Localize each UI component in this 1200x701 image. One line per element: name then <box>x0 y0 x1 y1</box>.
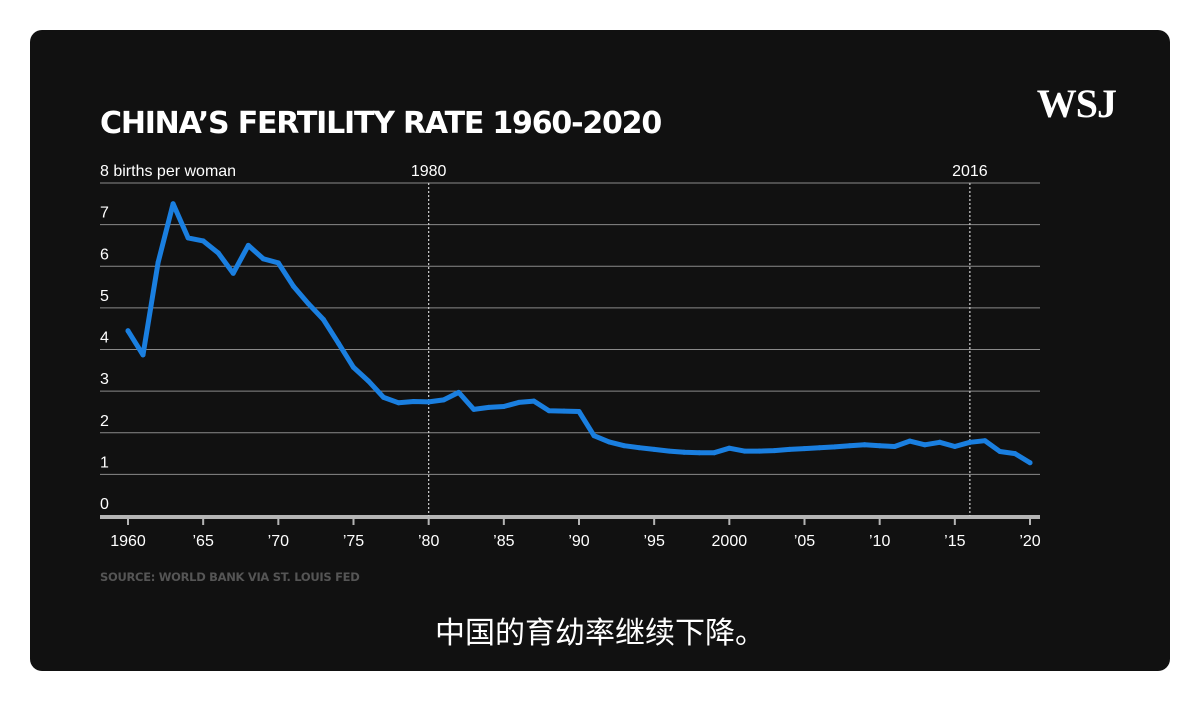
video-frame: CHINA’S FERTILITY RATE 1960-2020 WSJ 0 1 2… <box>30 30 1170 671</box>
data-point <box>681 449 687 455</box>
data-point <box>1027 460 1033 466</box>
x-tick-label: ’15 <box>944 533 965 550</box>
data-point <box>967 439 973 445</box>
y-tick-label: 7 <box>100 205 109 222</box>
data-point <box>140 352 146 358</box>
data-point <box>215 250 221 256</box>
data-point <box>832 444 838 450</box>
data-point <box>351 364 356 370</box>
data-point <box>1012 451 1018 457</box>
data-point <box>320 317 326 322</box>
y-tick-label: 5 <box>100 288 109 305</box>
annotation-label: 2016 <box>952 163 988 180</box>
x-tick-label: ’20 <box>1019 533 1040 550</box>
data-point <box>892 444 898 449</box>
fertility-rate-chart: 0 1 2 3 4 5 6 7 8 births per woman 1980 2016 1960 ’6… <box>100 163 1041 550</box>
y-tick-label: 6 <box>100 246 109 263</box>
data-point <box>305 301 311 307</box>
y-tick-label: 2 <box>100 413 109 430</box>
x-tick-label: ’65 <box>192 533 213 550</box>
data-point <box>546 408 552 414</box>
data-point <box>952 444 958 449</box>
data-point <box>185 235 191 241</box>
data-point <box>396 400 402 406</box>
x-tick-label: ’85 <box>493 533 514 550</box>
x-tick-label: 2000 <box>712 533 748 550</box>
data-point <box>877 443 883 449</box>
data-point <box>862 442 868 448</box>
data-point <box>125 328 131 334</box>
data-point <box>561 408 567 414</box>
data-point <box>155 260 161 265</box>
data-point <box>381 394 387 400</box>
annotation-label: 1980 <box>411 163 447 180</box>
data-point <box>997 449 1003 454</box>
data-point <box>787 446 792 452</box>
data-point <box>651 446 657 452</box>
data-point <box>937 439 943 445</box>
data-point <box>621 443 627 449</box>
data-point <box>275 260 281 266</box>
data-point <box>711 450 717 456</box>
x-tick-label: ’70 <box>268 533 289 550</box>
data-point <box>471 406 477 412</box>
data-point <box>290 283 296 289</box>
data-point <box>726 445 732 451</box>
data-point <box>591 433 597 439</box>
y-axis-top-label: 8 births per woman <box>100 163 236 180</box>
data-point <box>771 448 777 454</box>
data-point <box>245 242 251 248</box>
data-point <box>606 439 612 445</box>
data-point <box>636 445 642 451</box>
data-point <box>576 409 582 414</box>
data-point <box>516 399 522 405</box>
x-tick-label: ’90 <box>568 533 589 550</box>
data-point <box>426 399 432 405</box>
x-tick-label: 1960 <box>110 533 146 550</box>
data-point <box>741 448 747 454</box>
x-tick-label: ’75 <box>343 533 364 550</box>
video-subtitle: 中国的育幼率继续下降。 <box>435 616 765 651</box>
data-point <box>336 340 341 346</box>
data-point <box>666 448 672 454</box>
data-point <box>230 270 236 276</box>
wsj-logo: WSJ <box>1036 81 1117 126</box>
data-point <box>802 446 807 452</box>
data-point <box>411 399 417 404</box>
data-point <box>922 442 928 448</box>
x-tick-label: ’10 <box>869 533 890 550</box>
data-point <box>501 404 507 409</box>
data-point <box>696 450 702 456</box>
data-point <box>456 389 462 395</box>
data-point <box>486 404 492 410</box>
chart-title: CHINA’S FERTILITY RATE 1960-2020 <box>100 106 662 141</box>
y-tick-label: 3 <box>100 371 109 388</box>
data-point <box>907 438 913 444</box>
fertility-rate-line <box>125 201 1033 466</box>
source-note: SOURCE: WORLD BANK VIA ST. LOUIS FED <box>100 570 360 584</box>
data-point <box>982 438 988 444</box>
data-point <box>170 201 176 207</box>
data-point <box>817 445 822 451</box>
y-tick-label: 4 <box>100 330 109 347</box>
y-tick-label: 0 <box>100 496 109 513</box>
y-tick-label: 1 <box>100 454 109 471</box>
x-tick-label: ’95 <box>643 533 664 550</box>
data-point <box>847 443 853 449</box>
data-point <box>531 398 537 404</box>
data-point <box>756 448 762 454</box>
data-point <box>441 397 447 403</box>
data-point <box>366 378 371 384</box>
data-point <box>260 256 266 262</box>
x-tick-label: ’05 <box>794 533 815 550</box>
x-tick-label: ’80 <box>418 533 439 550</box>
data-point <box>200 238 206 244</box>
